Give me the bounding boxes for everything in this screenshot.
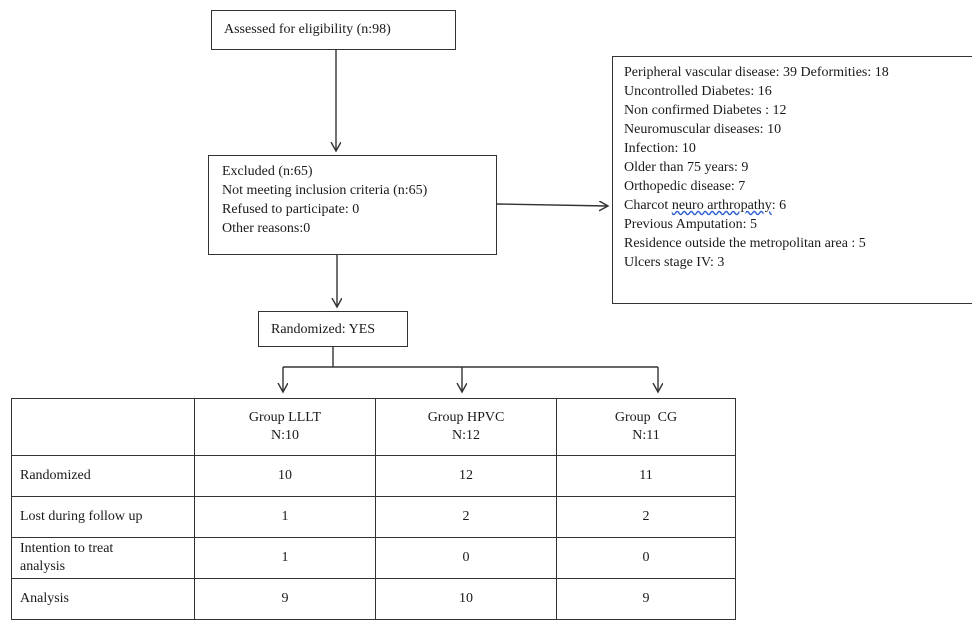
table-cell: 2 (375, 496, 557, 538)
column-header-lllt: Group LLLT N:10 (194, 398, 376, 456)
column-header-n: N:11 (632, 428, 660, 443)
reason-non-confirmed-diabetes: Non confirmed Diabetes : 12 (624, 103, 787, 118)
reason-neuromuscular: Neuromuscular diseases: 10 (624, 122, 782, 137)
other-reasons: Other reasons:0 (222, 221, 311, 236)
row-label-line: analysis (20, 559, 66, 574)
table-cell: 11 (556, 455, 736, 497)
column-header-name: Group CG (614, 410, 678, 425)
assessed-box: Assessed for eligibility (n:98) (211, 10, 456, 50)
reason-uncontrolled-diabetes: Uncontrolled Diabetes: 16 (624, 84, 772, 99)
reason-previous-amputation: Previous Amputation: 5 (624, 217, 757, 232)
reason-infection: Infection: 10 (624, 141, 696, 156)
table-row: Analysis 9 10 9 (11, 578, 736, 620)
row-label: Randomized (11, 455, 195, 497)
table-row: Lost during follow up 1 2 2 (11, 496, 736, 538)
table-cell: 0 (375, 537, 557, 579)
excluded-count: Excluded (n:65) (222, 164, 313, 179)
column-header-name: Group HPVC (427, 410, 505, 425)
charcot-underlined: neuro arthropathy (671, 198, 772, 213)
charcot-suffix: : 6 (771, 198, 787, 213)
column-header-hpvc: Group HPVC N:12 (375, 398, 557, 456)
excluded-box: Excluded (n:65) Not meeting inclusion cr… (208, 155, 497, 255)
table-cell: 9 (556, 578, 736, 620)
table-cell: 12 (375, 455, 557, 497)
table-cell: 2 (556, 496, 736, 538)
table-cell: 1 (194, 537, 376, 579)
column-header-n: N:12 (452, 428, 480, 443)
table-cell: 0 (556, 537, 736, 579)
reason-charcot: Charcot neuro arthropathy: 6 (624, 196, 972, 215)
table-cell: 10 (375, 578, 557, 620)
charcot-prefix: Charcot (624, 198, 672, 213)
table-header-row: Group LLLT N:10 Group HPVC N:12 Group CG… (11, 398, 736, 456)
row-label: Analysis (11, 578, 195, 620)
not-meeting-criteria: Not meeting inclusion criteria (n:65) (222, 183, 428, 198)
column-header-n: N:10 (271, 428, 299, 443)
reason-ulcers-stage-iv: Ulcers stage IV: 3 (624, 255, 725, 270)
arrow-excluded-to-reasons (496, 204, 608, 206)
table-corner-cell (11, 398, 195, 456)
table-cell: 10 (194, 455, 376, 497)
table-cell: 1 (194, 496, 376, 538)
reason-residence-outside: Residence outside the metropolitan area … (624, 236, 866, 251)
groups-table: Group LLLT N:10 Group HPVC N:12 Group CG… (11, 398, 736, 620)
reason-older-than-75: Older than 75 years: 9 (624, 160, 749, 175)
row-label: Intention to treat analysis (11, 537, 195, 579)
refused-to-participate: Refused to participate: 0 (222, 202, 360, 217)
table-row: Intention to treat analysis 1 0 0 (11, 537, 736, 579)
reason-peripheral-vascular: Peripheral vascular disease: 39 Deformit… (624, 65, 889, 80)
table-cell: 9 (194, 578, 376, 620)
reason-orthopedic: Orthopedic disease: 7 (624, 179, 746, 194)
row-label: Lost during follow up (11, 496, 195, 538)
row-label-line: Intention to treat (20, 541, 114, 556)
table-row: Randomized 10 12 11 (11, 455, 736, 497)
column-header-cg: Group CG N:11 (556, 398, 736, 456)
randomized-text: Randomized: YES (271, 322, 376, 337)
assessed-text: Assessed for eligibility (n:98) (224, 22, 391, 37)
randomized-box: Randomized: YES (258, 311, 408, 347)
exclusion-reasons-box: Peripheral vascular disease: 39 Deformit… (612, 56, 972, 304)
column-header-name: Group LLLT (248, 410, 322, 425)
